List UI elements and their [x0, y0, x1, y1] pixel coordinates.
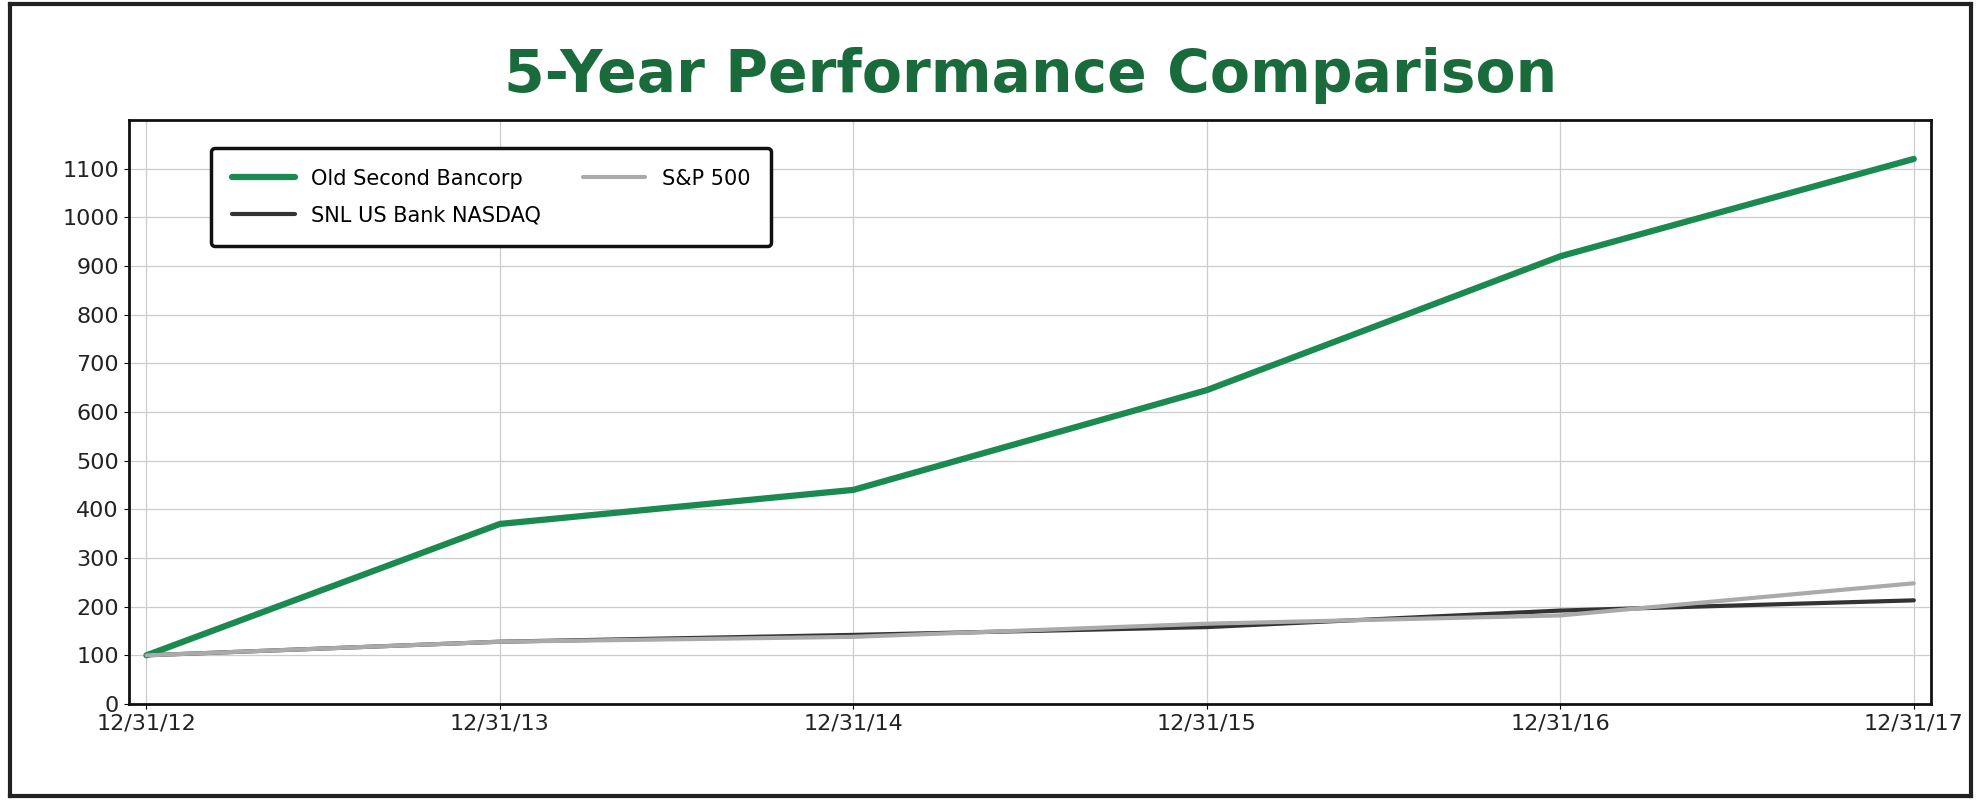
S&P 500	[1194, 619, 1218, 629]
Old Second Bancorp	[487, 519, 511, 529]
SNL US Bank NASDAQ	[1901, 595, 1925, 605]
Old Second Bancorp	[1548, 251, 1572, 261]
Old Second Bancorp	[135, 650, 158, 660]
SNL US Bank NASDAQ	[1548, 606, 1572, 615]
Line: S&P 500: S&P 500	[147, 583, 1913, 655]
Old Second Bancorp	[842, 485, 865, 494]
Line: Old Second Bancorp: Old Second Bancorp	[147, 159, 1913, 655]
S&P 500	[135, 650, 158, 660]
Line: SNL US Bank NASDAQ: SNL US Bank NASDAQ	[147, 600, 1913, 655]
S&P 500	[1548, 610, 1572, 620]
S&P 500	[1901, 578, 1925, 588]
SNL US Bank NASDAQ	[1194, 622, 1218, 632]
SNL US Bank NASDAQ	[487, 637, 511, 646]
Legend: Old Second Bancorp, SNL US Bank NASDAQ, S&P 500: Old Second Bancorp, SNL US Bank NASDAQ, …	[212, 148, 770, 246]
Old Second Bancorp	[1901, 154, 1925, 164]
Old Second Bancorp	[1194, 386, 1218, 395]
SNL US Bank NASDAQ	[135, 650, 158, 660]
SNL US Bank NASDAQ	[842, 630, 865, 640]
S&P 500	[842, 632, 865, 642]
S&P 500	[487, 637, 511, 646]
Title: 5-Year Performance Comparison: 5-Year Performance Comparison	[503, 47, 1556, 104]
